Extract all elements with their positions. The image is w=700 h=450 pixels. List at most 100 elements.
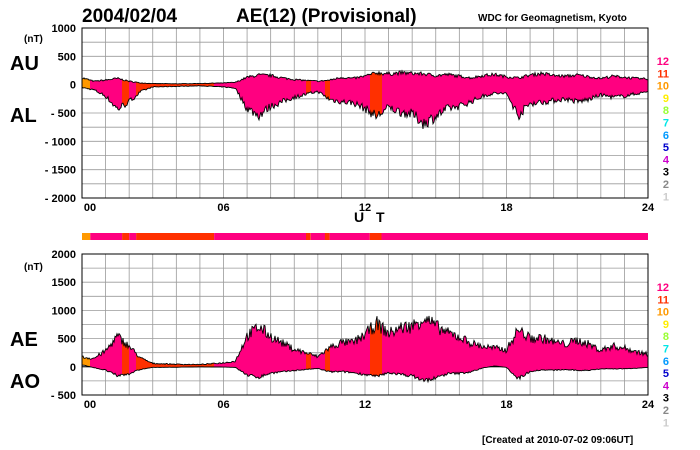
y-tick-label: 500: [58, 51, 76, 63]
y-tick-label: - 1500: [45, 165, 76, 177]
al-series-label: AL: [10, 105, 37, 127]
area-segment: [306, 80, 311, 95]
x-tick-label: 24: [642, 202, 655, 214]
ao-series-line: [81, 364, 649, 384]
legend-station-count: 7: [663, 118, 669, 130]
station-count-segment: [136, 233, 214, 240]
legend-station-count: 6: [663, 356, 669, 368]
station-count-segment: [329, 233, 370, 240]
x-tick-label: 06: [217, 399, 229, 411]
legend-station-count: 11: [657, 68, 669, 80]
au-series-line: [81, 69, 649, 85]
y-tick-label: 0: [70, 80, 76, 92]
ae-series-line: [81, 315, 649, 366]
area-segment: [122, 338, 129, 376]
legend-station-count: 9: [663, 319, 669, 331]
station-count-segment: [214, 233, 307, 240]
source-label: WDC for Geomagnetism, Kyoto: [478, 13, 627, 24]
legend-station-count: 5: [663, 368, 669, 380]
legend-station-count: 10: [657, 81, 669, 93]
legend-station-count: 7: [663, 344, 669, 356]
top-x-axis-label: U T: [354, 209, 389, 225]
x-tick-label: 12: [359, 202, 371, 214]
y-tick-label: - 500: [51, 390, 76, 402]
station-count-segment: [324, 233, 330, 240]
area-segment: [136, 352, 214, 371]
legend-station-count: 1: [663, 191, 669, 203]
y-tick-label: 1000: [52, 305, 76, 317]
area-segment: [214, 73, 306, 120]
y-tick-label: 500: [58, 334, 76, 346]
station-count-strip: [82, 233, 648, 240]
legend-station-count: 8: [663, 105, 669, 117]
legend-station-count: 12: [657, 282, 669, 294]
x-tick-label: 12: [359, 399, 371, 411]
legend-station-count: 5: [663, 142, 669, 154]
station-count-segment: [82, 233, 91, 240]
created-timestamp: [Created at 2010-07-02 09:06UT]: [482, 435, 633, 446]
area-segment: [382, 70, 648, 129]
legend-station-count: 2: [663, 405, 669, 417]
y-tick-label: 1000: [52, 23, 76, 35]
legend-station-count: 9: [663, 93, 669, 105]
area-segment: [370, 316, 382, 377]
area-segment: [311, 350, 325, 371]
area-segment: [306, 352, 311, 370]
al-series-line: [81, 85, 648, 129]
area-segment: [370, 71, 382, 119]
legend-station-count: 11: [657, 294, 669, 306]
legend-station-count: 12: [657, 56, 669, 68]
area-segment: [129, 80, 136, 101]
legend-station-count: 4: [663, 380, 670, 392]
station-count-segment: [129, 233, 137, 240]
y-tick-label: - 2000: [45, 193, 76, 205]
y-tick-label: - 500: [51, 108, 76, 120]
area-segment: [330, 325, 370, 376]
date-title: 2004/02/04: [82, 6, 178, 27]
legend-station-count: 3: [663, 167, 669, 179]
station-count-segment: [90, 233, 123, 240]
au-series-label: AU: [10, 53, 39, 75]
x-tick-label: 18: [500, 202, 512, 214]
x-tick-label: 00: [84, 399, 96, 411]
legend-station-count: 10: [657, 307, 669, 319]
station-count-segment: [122, 233, 130, 240]
station-count-segment: [310, 233, 325, 240]
x-tick-label: 18: [500, 399, 512, 411]
ae-series-label: AE: [10, 329, 38, 351]
ae-ao-frame: [81, 253, 649, 396]
y-tick-label: 0: [70, 362, 76, 374]
station-count-segment: [306, 233, 311, 240]
y-tick-label: 2000: [52, 249, 76, 261]
x-tick-label: 06: [217, 202, 229, 214]
area-segment: [325, 79, 330, 101]
area-segment: [325, 346, 330, 372]
station-count-segment: [381, 233, 648, 240]
y-tick-label: 1500: [52, 277, 76, 289]
area-segment: [382, 315, 648, 382]
area-segment: [90, 333, 122, 377]
legend-station-count: 3: [663, 393, 669, 405]
au-al-frame: [81, 27, 649, 199]
area-segment: [129, 345, 136, 375]
station-count-segment: [369, 233, 382, 240]
y-tick-label: - 1000: [45, 136, 76, 148]
index-title: AE(12) (Provisional): [236, 6, 417, 27]
area-segment: [82, 77, 90, 90]
x-tick-label: 00: [84, 202, 96, 214]
legend-station-count: 6: [663, 130, 669, 142]
legend-station-count: 4: [663, 154, 670, 166]
x-tick-label: 24: [642, 399, 655, 411]
area-segment: [214, 324, 306, 379]
legend-station-count: 8: [663, 331, 669, 343]
legend-station-count: 1: [663, 417, 669, 429]
bottom-unit-label: (nT): [24, 262, 43, 273]
area-segment: [122, 79, 129, 108]
top-unit-label: (nT): [24, 34, 43, 45]
ao-series-label: AO: [10, 371, 40, 393]
legend-station-count: 2: [663, 179, 669, 191]
area-segment: [90, 77, 122, 111]
